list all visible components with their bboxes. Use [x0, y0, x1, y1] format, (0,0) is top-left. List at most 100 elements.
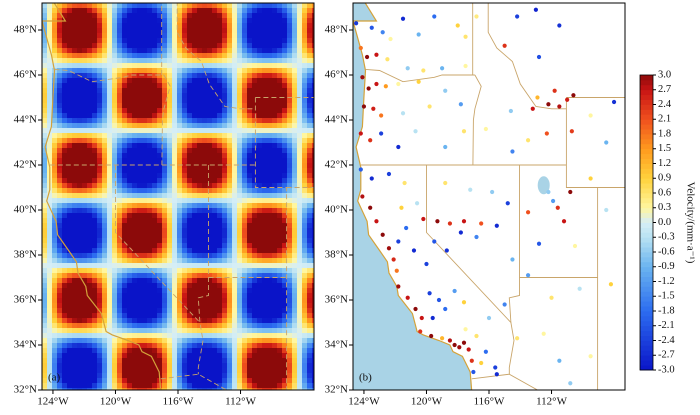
checker-cell [67, 213, 73, 219]
checker-cell [147, 238, 153, 244]
checker-cell [267, 88, 273, 94]
checker-cell [47, 308, 53, 314]
checker-cell [132, 213, 138, 219]
checker-cell [252, 98, 258, 104]
checker-cell [72, 53, 78, 59]
checker-cell [142, 28, 148, 34]
checker-cell [212, 258, 218, 264]
checker-cell [57, 178, 63, 184]
checker-cell [147, 168, 153, 174]
checker-cell [142, 228, 148, 234]
checker-cell [277, 368, 283, 374]
checker-cell [257, 108, 263, 114]
checker-cell [277, 388, 283, 390]
checker-cell [252, 358, 258, 364]
checker-cell [262, 383, 268, 389]
checker-cell [157, 198, 163, 204]
checker-cell [197, 343, 203, 349]
checker-cell [177, 23, 183, 29]
checker-cell [232, 123, 238, 129]
checker-cell [297, 348, 303, 354]
checker-cell [82, 348, 88, 354]
checker-cell [247, 88, 253, 94]
checker-cell [307, 313, 313, 319]
checker-cell [47, 228, 53, 234]
checker-cell [47, 153, 53, 159]
checker-cell [97, 233, 103, 239]
checker-cell [307, 368, 313, 374]
checker-cell [97, 163, 103, 169]
checker-cell [262, 353, 268, 359]
checker-cell [187, 233, 193, 239]
checker-cell [127, 388, 133, 390]
checker-cell [47, 328, 53, 334]
checker-cell [62, 373, 68, 379]
checker-cell [62, 378, 68, 384]
checker-cell [117, 98, 123, 104]
checker-cell [172, 153, 178, 159]
checker-cell [77, 63, 83, 69]
checker-cell [192, 8, 198, 14]
checker-cell [62, 148, 68, 154]
checker-cell [242, 323, 248, 329]
checker-cell [182, 78, 188, 84]
checker-cell [232, 23, 238, 29]
station [418, 329, 423, 334]
checker-cell [177, 28, 183, 34]
checker-cell [202, 288, 208, 294]
checker-cell [302, 73, 308, 79]
checker-cell [47, 143, 53, 149]
checker-cell [267, 18, 273, 24]
checker-cell [82, 148, 88, 154]
checker-cell [257, 208, 263, 214]
checker-cell [177, 238, 183, 244]
checker-cell [152, 173, 158, 179]
checker-cell [167, 248, 173, 254]
checker-cell [117, 308, 123, 314]
checker-cell [217, 313, 223, 319]
checker-cell [192, 268, 198, 274]
checker-cell [112, 23, 118, 29]
checker-cell [287, 223, 293, 229]
checker-cell [117, 8, 123, 14]
checker-cell [292, 268, 298, 274]
checker-cell [252, 33, 258, 39]
checker-cell [182, 253, 188, 259]
checker-cell [102, 128, 108, 134]
checker-cell [97, 43, 103, 49]
station [544, 131, 549, 136]
checker-cell [302, 373, 308, 379]
checker-cell [102, 383, 108, 389]
checker-cell [277, 113, 283, 119]
checker-cell [197, 138, 203, 144]
checker-cell [177, 83, 183, 89]
checker-cell [227, 318, 233, 324]
checker-cell [192, 248, 198, 254]
checker-cell [202, 43, 208, 49]
checker-cell [207, 308, 213, 314]
checker-cell [292, 163, 298, 169]
checker-cell [62, 48, 68, 54]
checker-cell [117, 363, 123, 369]
checker-cell [152, 383, 158, 389]
checker-cell [192, 123, 198, 129]
checker-cell [267, 378, 273, 384]
checker-cell [222, 363, 228, 369]
checker-cell [202, 48, 208, 54]
checker-cell [242, 43, 248, 49]
checker-cell [137, 23, 143, 29]
colorbar-segment [640, 99, 653, 105]
checker-cell [202, 78, 208, 84]
checker-cell [162, 3, 168, 9]
checker-cell [257, 233, 263, 239]
checker-cell [287, 168, 293, 174]
checker-cell [282, 158, 288, 164]
checker-cell [162, 283, 168, 289]
checker-cell [247, 53, 253, 59]
checker-cell [197, 28, 203, 34]
checker-cell [212, 348, 218, 354]
checker-cell [102, 73, 108, 79]
checker-cell [132, 38, 138, 44]
checker-cell [267, 83, 273, 89]
station [535, 95, 540, 100]
